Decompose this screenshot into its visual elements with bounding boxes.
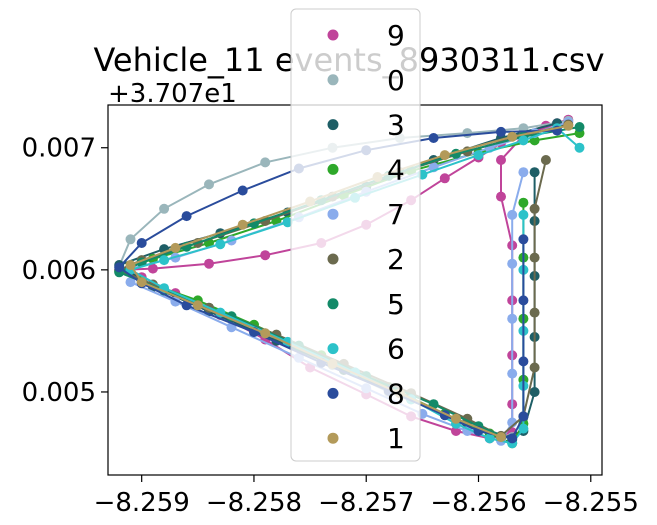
legend-marker <box>327 208 339 220</box>
y-tick-label: 0.006 <box>22 256 96 286</box>
data-point <box>563 120 574 131</box>
data-point <box>260 328 271 339</box>
legend-marker <box>327 298 339 310</box>
data-point <box>507 313 518 324</box>
legend-label: 4 <box>387 153 405 186</box>
data-point <box>496 126 506 137</box>
data-point <box>159 255 170 266</box>
data-point <box>518 411 529 422</box>
data-point <box>507 258 518 269</box>
data-point <box>496 191 506 202</box>
data-point <box>260 157 271 168</box>
data-point <box>237 219 248 230</box>
data-point <box>473 150 484 161</box>
data-point <box>496 432 506 443</box>
legend-marker <box>327 387 339 399</box>
data-point <box>518 197 529 208</box>
legend-label: 8 <box>387 377 405 410</box>
x-tick-label: −8.258 <box>206 488 302 518</box>
data-point <box>125 260 136 270</box>
legend-label: 3 <box>387 109 405 142</box>
data-point <box>484 433 495 444</box>
data-point <box>170 242 181 253</box>
data-point <box>282 217 293 228</box>
legend-label: 5 <box>387 288 405 321</box>
data-point <box>428 133 439 143</box>
legend-label: 2 <box>387 243 405 276</box>
data-point <box>529 167 540 178</box>
data-point <box>574 142 585 153</box>
y-tick-label: 0.005 <box>22 378 96 408</box>
data-point <box>439 150 450 161</box>
data-point <box>462 128 473 139</box>
data-point <box>507 368 518 379</box>
data-point <box>260 250 271 261</box>
data-point <box>529 307 540 318</box>
legend: 9 0 3 4 7 2 5 6 8 1 <box>290 8 421 462</box>
data-point <box>507 209 518 220</box>
data-point <box>518 209 529 220</box>
data-point <box>518 423 529 434</box>
data-point <box>529 203 540 214</box>
y-tick-label: 0.007 <box>22 134 96 164</box>
data-point <box>181 300 192 311</box>
data-point <box>114 262 125 273</box>
y-offset-label: +3.707e1 <box>108 79 237 109</box>
data-point <box>136 238 147 248</box>
data-point <box>529 252 540 263</box>
data-point <box>507 131 518 142</box>
legend-label: 0 <box>387 64 405 97</box>
data-point <box>518 356 529 367</box>
data-point <box>147 263 158 274</box>
data-point <box>136 277 147 288</box>
legend-marker <box>327 253 339 265</box>
data-point <box>518 167 529 178</box>
legend-marker <box>327 119 339 131</box>
data-point <box>204 179 214 190</box>
legend-marker <box>327 343 339 355</box>
legend-box <box>290 8 421 462</box>
y-axis: 0.005 0.006 0.007 <box>22 134 108 408</box>
data-point <box>159 203 170 214</box>
legend-marker <box>327 163 339 175</box>
legend-label: 9 <box>387 19 405 52</box>
data-point <box>518 234 529 245</box>
data-point <box>574 122 585 132</box>
legend-marker <box>327 74 339 86</box>
data-point <box>125 277 136 288</box>
x-tick-label: −8.255 <box>543 488 639 518</box>
x-tick-label: −8.256 <box>430 488 526 518</box>
data-point <box>540 155 551 165</box>
data-point <box>125 234 136 245</box>
legend-marker <box>327 29 339 41</box>
data-point <box>237 185 248 196</box>
data-point <box>204 258 214 269</box>
x-tick-label: −8.257 <box>318 488 414 518</box>
legend-label: 7 <box>387 198 405 231</box>
data-point <box>192 300 203 311</box>
data-point <box>529 387 540 397</box>
data-point <box>215 239 226 250</box>
data-point <box>507 433 518 444</box>
data-point <box>439 173 450 184</box>
data-point <box>518 135 529 146</box>
legend-label: 1 <box>387 422 405 455</box>
data-point <box>496 155 506 165</box>
data-point <box>518 295 529 306</box>
data-point <box>529 362 540 373</box>
legend-label: 6 <box>387 333 405 366</box>
x-axis: −8.259 −8.258 −8.257 −8.256 −8.255 <box>94 475 639 518</box>
data-point <box>181 211 192 222</box>
data-point <box>451 413 461 424</box>
legend-marker <box>327 432 339 444</box>
x-tick-label: −8.259 <box>94 488 190 518</box>
